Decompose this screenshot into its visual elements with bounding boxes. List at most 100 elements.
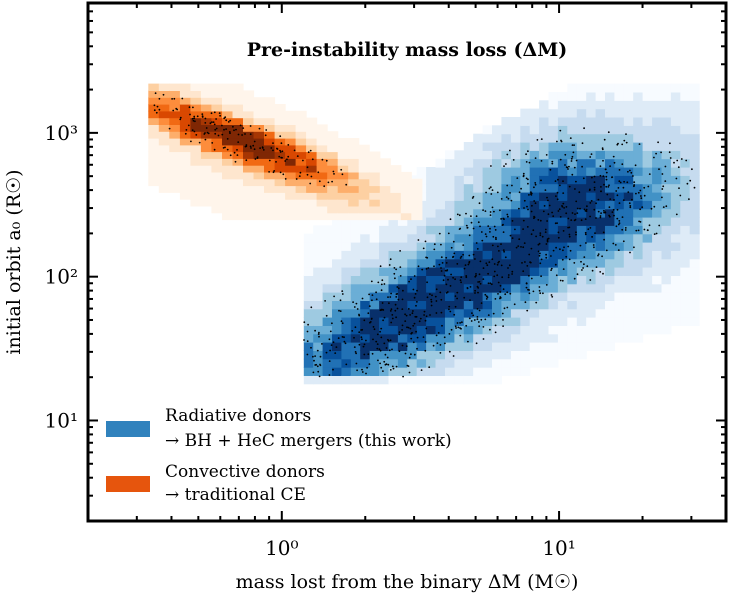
sample-point bbox=[415, 330, 417, 333]
heatmap-cell-radiative bbox=[350, 242, 361, 251]
sample-point bbox=[599, 271, 602, 273]
sample-point bbox=[583, 127, 585, 130]
heatmap-cell-radiative bbox=[614, 308, 625, 318]
heatmap-cell-radiative bbox=[510, 117, 521, 126]
sample-point bbox=[471, 197, 474, 199]
heatmap-cell-convective bbox=[379, 199, 391, 207]
heatmap-cell-convective bbox=[274, 144, 286, 153]
sample-point bbox=[465, 276, 468, 279]
heatmap-cell-radiative bbox=[426, 275, 437, 285]
sample-point bbox=[441, 262, 444, 264]
heatmap-cell-convective bbox=[190, 151, 202, 159]
heatmap-cell-radiative bbox=[369, 225, 380, 235]
sample-point bbox=[330, 344, 333, 346]
heatmap-cell-radiative bbox=[454, 267, 465, 276]
sample-point bbox=[477, 291, 479, 294]
heatmap-cell-radiative bbox=[379, 217, 390, 226]
sample-point bbox=[593, 208, 596, 211]
heatmap-cell-radiative bbox=[510, 133, 521, 143]
heatmap-cell-radiative bbox=[492, 175, 502, 185]
sample-point bbox=[559, 158, 562, 161]
heatmap-cell-radiative bbox=[416, 350, 427, 360]
sample-point bbox=[389, 369, 392, 371]
heatmap-cell-convective bbox=[295, 178, 307, 187]
heatmap-cell-radiative bbox=[313, 250, 324, 260]
sample-point bbox=[328, 338, 331, 341]
heatmap-cell-radiative bbox=[576, 267, 587, 276]
sample-point bbox=[376, 347, 379, 350]
sample-point bbox=[580, 260, 582, 263]
sample-point bbox=[420, 369, 423, 371]
heatmap-cell-radiative bbox=[670, 142, 681, 151]
heatmap-cell-radiative bbox=[350, 233, 361, 243]
sample-point bbox=[399, 275, 402, 277]
sample-point bbox=[391, 365, 394, 368]
heatmap-cell-radiative bbox=[510, 150, 521, 160]
sample-point bbox=[389, 296, 392, 298]
sample-point bbox=[332, 170, 335, 173]
sample-point bbox=[237, 133, 240, 136]
heatmap-cell-radiative bbox=[567, 117, 578, 126]
heatmap-cell-radiative bbox=[652, 225, 663, 235]
heatmap-cell-radiative bbox=[416, 292, 427, 301]
sample-point bbox=[419, 317, 422, 320]
heatmap-cell-radiative bbox=[463, 358, 474, 368]
heatmap-cell-radiative bbox=[652, 250, 663, 260]
heatmap-cell-convective bbox=[253, 104, 265, 112]
heatmap-cell-convective bbox=[369, 158, 381, 166]
heatmap-cell-convective bbox=[316, 212, 328, 221]
sample-point bbox=[204, 138, 207, 141]
heatmap-cell-radiative bbox=[520, 150, 531, 160]
heatmap-cell-radiative bbox=[557, 350, 568, 360]
sample-point bbox=[449, 310, 452, 313]
heatmap-cell-radiative bbox=[605, 92, 615, 101]
heatmap-cell-radiative bbox=[652, 217, 663, 226]
heatmap-cell-radiative bbox=[557, 233, 568, 243]
heatmap-cell-convective bbox=[264, 104, 276, 112]
heatmap-cell-convective bbox=[179, 138, 191, 146]
heatmap-cell-radiative bbox=[661, 233, 672, 243]
heatmap-cell-radiative bbox=[633, 200, 644, 210]
heatmap-cell-radiative bbox=[548, 92, 559, 101]
heatmap-cell-radiative bbox=[623, 225, 634, 235]
sample-point bbox=[416, 347, 418, 350]
sample-point bbox=[504, 256, 507, 259]
heatmap-cell-radiative bbox=[605, 175, 615, 185]
sample-point bbox=[454, 325, 457, 328]
sample-point bbox=[477, 321, 480, 323]
heatmap-cell-convective bbox=[190, 171, 202, 180]
sample-point bbox=[497, 293, 499, 295]
heatmap-cell-radiative bbox=[614, 192, 625, 201]
heatmap-cell-radiative bbox=[510, 317, 521, 326]
heatmap-cell-convective bbox=[211, 104, 223, 112]
heatmap-cell-convective bbox=[243, 199, 255, 207]
heatmap-cell-convective bbox=[179, 151, 191, 159]
sample-point bbox=[616, 217, 619, 220]
heatmap-cell-convective bbox=[295, 131, 307, 139]
sample-point bbox=[525, 282, 528, 285]
heatmap-cell-radiative bbox=[350, 250, 361, 260]
heatmap-cell-radiative bbox=[661, 225, 672, 235]
heatmap-cell-radiative bbox=[689, 217, 700, 226]
heatmap-cell-radiative bbox=[463, 333, 474, 343]
heatmap-cell-radiative bbox=[341, 333, 352, 343]
sample-point bbox=[425, 315, 428, 318]
sample-point bbox=[478, 202, 481, 205]
heatmap-cell-radiative bbox=[510, 242, 521, 251]
heatmap-cell-radiative bbox=[520, 350, 531, 360]
sample-point bbox=[489, 214, 492, 217]
sample-point bbox=[383, 316, 386, 319]
heatmap-cell-convective bbox=[264, 158, 276, 166]
heatmap-cell-radiative bbox=[510, 225, 521, 235]
sample-point bbox=[613, 161, 616, 164]
sample-point bbox=[242, 127, 245, 129]
sample-point bbox=[214, 128, 217, 131]
sample-point bbox=[470, 215, 472, 218]
heatmap-cell-radiative bbox=[576, 275, 587, 285]
heatmap-cell-radiative bbox=[520, 133, 531, 143]
heatmap-cell-radiative bbox=[595, 225, 606, 235]
y-tick-label: 10³ bbox=[45, 121, 78, 145]
sample-point bbox=[489, 282, 492, 285]
heatmap-cell-convective bbox=[306, 192, 318, 200]
heatmap-cell-convective bbox=[169, 158, 181, 166]
